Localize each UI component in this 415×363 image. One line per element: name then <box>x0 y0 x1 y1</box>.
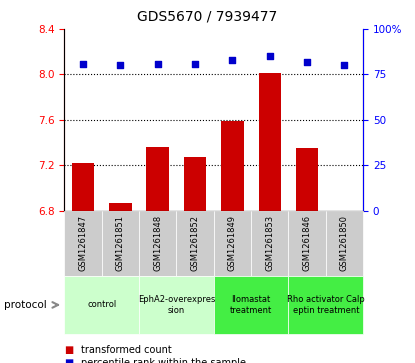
Point <box>341 62 348 68</box>
Bar <box>184 157 206 211</box>
Bar <box>259 73 281 211</box>
Text: GSM1261846: GSM1261846 <box>303 215 312 271</box>
Text: GSM1261849: GSM1261849 <box>228 215 237 271</box>
Bar <box>72 163 94 211</box>
Point <box>154 61 161 66</box>
Text: percentile rank within the sample: percentile rank within the sample <box>81 358 246 363</box>
Text: EphA2-overexpres
sion: EphA2-overexpres sion <box>138 295 215 315</box>
Point <box>304 59 310 65</box>
Bar <box>296 148 318 211</box>
Text: GSM1261848: GSM1261848 <box>153 215 162 271</box>
Text: GSM1261850: GSM1261850 <box>340 215 349 271</box>
Point <box>266 53 273 59</box>
Point <box>229 57 236 63</box>
Text: protocol: protocol <box>4 300 47 310</box>
Text: GSM1261852: GSM1261852 <box>190 215 200 271</box>
Text: GSM1261847: GSM1261847 <box>78 215 88 271</box>
Point <box>192 61 198 66</box>
Text: transformed count: transformed count <box>81 345 172 355</box>
Text: GSM1261851: GSM1261851 <box>116 215 125 271</box>
Text: Ilomastat
treatment: Ilomastat treatment <box>230 295 272 315</box>
Text: GSM1261853: GSM1261853 <box>265 215 274 271</box>
Text: GDS5670 / 7939477: GDS5670 / 7939477 <box>137 9 278 23</box>
Bar <box>109 203 132 211</box>
Point <box>80 61 86 66</box>
Bar <box>221 121 244 211</box>
Bar <box>146 147 169 211</box>
Point <box>117 62 124 68</box>
Text: Rho activator Calp
eptin treatment: Rho activator Calp eptin treatment <box>287 295 365 315</box>
Text: control: control <box>87 301 116 309</box>
Text: ■: ■ <box>64 345 73 355</box>
Text: ■: ■ <box>64 358 73 363</box>
